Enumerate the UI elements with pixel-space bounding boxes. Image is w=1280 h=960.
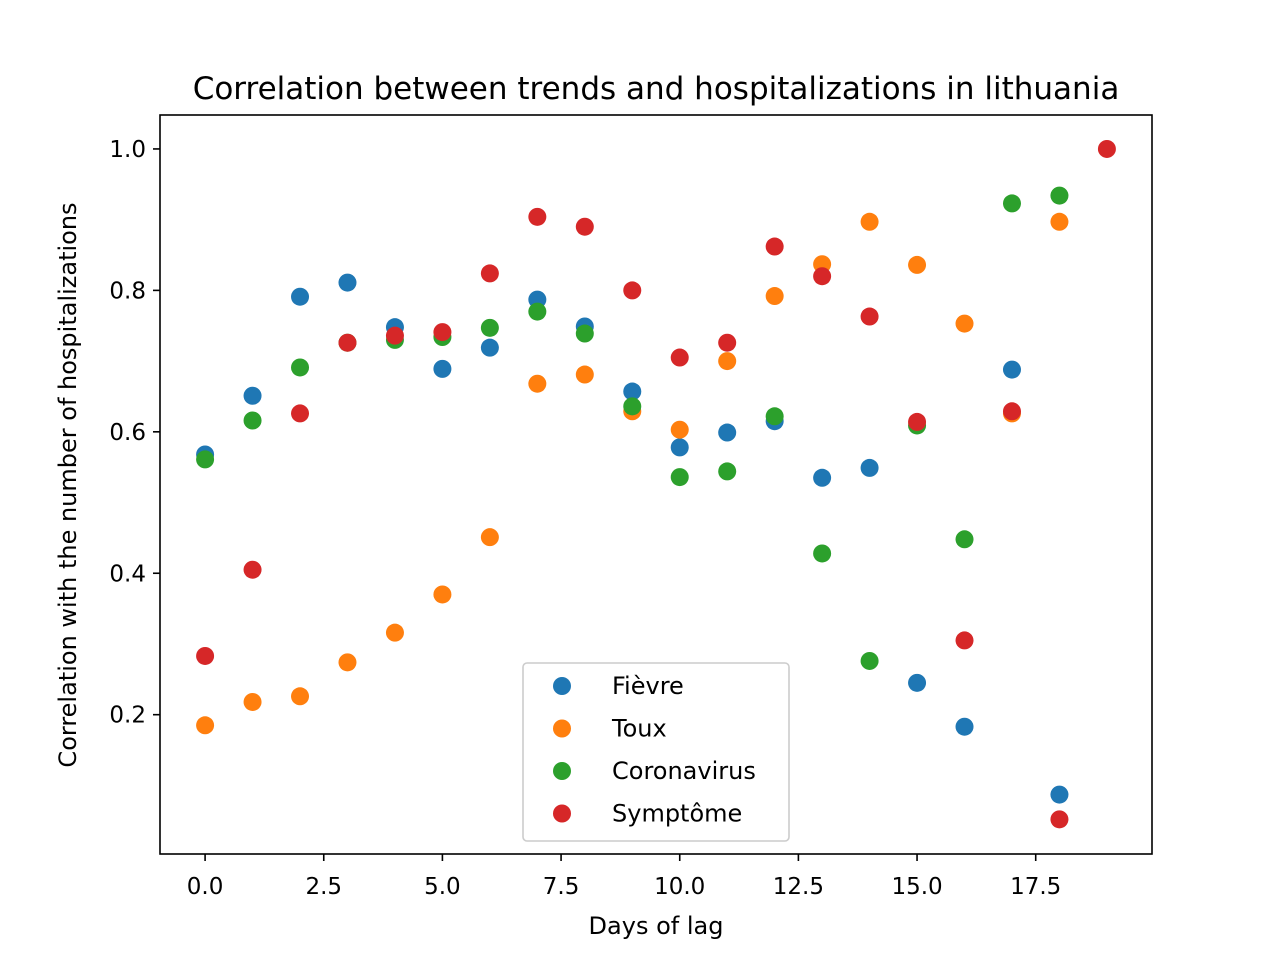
data-point: [1050, 186, 1069, 205]
data-point: [623, 382, 642, 401]
data-point: [433, 359, 452, 378]
data-point: [433, 585, 452, 604]
y-axis-ticks: 0.2 0.4 0.6 0.8 1.0: [109, 137, 160, 729]
data-point: [955, 530, 974, 549]
x-tick-label: 12.5: [773, 874, 824, 900]
data-point: [243, 560, 262, 579]
data-point: [718, 352, 737, 371]
data-point: [765, 237, 784, 256]
data-point: [291, 404, 310, 423]
legend-label: Symptôme: [612, 800, 742, 828]
x-tick-label: 10.0: [654, 874, 705, 900]
legend-marker: [553, 719, 571, 738]
data-point: [860, 651, 879, 670]
data-point: [908, 255, 927, 274]
data-point: [1050, 810, 1069, 829]
data-point: [908, 412, 927, 431]
data-point: [718, 333, 737, 352]
data-point: [860, 212, 879, 231]
data-point: [196, 450, 215, 469]
y-tick-label: 0.2: [109, 703, 146, 729]
legend-marker: [553, 804, 571, 823]
legend-label: Toux: [611, 715, 667, 743]
y-tick-label: 1.0: [109, 137, 146, 163]
data-point: [338, 273, 357, 292]
data-point: [623, 281, 642, 300]
chart-title: Correlation between trends and hospitali…: [193, 71, 1120, 107]
data-point: [1050, 785, 1069, 804]
y-tick-label: 0.4: [109, 561, 146, 587]
data-point: [860, 458, 879, 477]
data-point: [718, 462, 737, 481]
legend-marker: [553, 677, 571, 695]
data-point: [243, 386, 262, 405]
x-axis-ticks: 0.0 2.5 5.0 7.5 10.0 12.5 15.0 17.5: [187, 854, 1061, 900]
y-axis-label: Correlation with the number of hospitali…: [54, 202, 82, 767]
data-point: [860, 307, 879, 326]
data-point: [480, 264, 499, 283]
data-point: [813, 544, 832, 563]
data-point: [575, 217, 594, 236]
data-point: [1002, 402, 1021, 421]
data-point: [813, 468, 832, 487]
data-point: [955, 717, 974, 736]
plot-area: [196, 139, 1116, 829]
legend-marker: [553, 762, 571, 780]
data-point: [338, 333, 357, 352]
legend: Fièvre Toux Coronavirus Symptôme: [522, 662, 790, 842]
x-tick-label: 5.0: [424, 874, 461, 900]
data-point: [670, 348, 689, 367]
legend-label: Coronavirus: [612, 757, 756, 785]
data-point: [385, 623, 404, 642]
plot-frame: [159, 114, 1153, 855]
data-point: [908, 673, 927, 692]
data-point: [528, 374, 547, 393]
data-point: [243, 692, 262, 711]
data-point: [291, 358, 310, 377]
data-point: [575, 365, 594, 384]
data-point: [291, 287, 310, 306]
data-point: [1002, 194, 1021, 213]
data-point: [528, 207, 547, 226]
data-point: [480, 528, 499, 547]
data-point: [813, 267, 832, 286]
series-3: [196, 139, 1116, 829]
x-tick-label: 0.0: [187, 874, 224, 900]
data-point: [196, 646, 215, 665]
x-tick-label: 15.0: [891, 874, 942, 900]
x-axis-label: Days of lag: [589, 912, 724, 940]
data-point: [243, 411, 262, 430]
legend-label: Fièvre: [612, 672, 684, 700]
data-point: [338, 653, 357, 672]
data-point: [670, 468, 689, 487]
data-point: [1002, 360, 1021, 379]
data-point: [670, 420, 689, 439]
data-point: [955, 314, 974, 333]
data-point: [955, 631, 974, 650]
data-point: [765, 407, 784, 426]
x-tick-label: 17.5: [1010, 874, 1061, 900]
data-point: [480, 318, 499, 337]
data-point: [1097, 139, 1116, 158]
data-point: [670, 438, 689, 457]
y-tick-label: 0.8: [109, 278, 146, 304]
data-point: [718, 423, 737, 442]
data-point: [385, 326, 404, 345]
legend-box: [522, 662, 790, 842]
data-point: [480, 338, 499, 357]
data-point: [196, 716, 215, 735]
data-point: [765, 287, 784, 306]
data-point: [623, 397, 642, 416]
x-tick-label: 2.5: [305, 874, 342, 900]
data-point: [528, 302, 547, 321]
y-tick-label: 0.6: [109, 420, 146, 446]
x-tick-label: 7.5: [543, 874, 580, 900]
data-point: [575, 324, 594, 343]
data-point: [433, 323, 452, 342]
data-point: [1050, 212, 1069, 231]
data-point: [291, 687, 310, 706]
